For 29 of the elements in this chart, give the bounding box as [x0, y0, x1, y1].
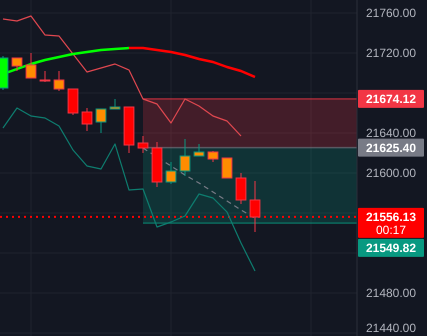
- candlestick: [208, 150, 218, 162]
- candlestick: [180, 138, 190, 176]
- line-series: [2, 15, 242, 137]
- candlestick: [82, 108, 92, 132]
- ref-line-label: 21556.13: [366, 210, 416, 224]
- line-series: [128, 46, 256, 78]
- ref-line-label: 21674.12: [366, 92, 416, 106]
- line-series: [2, 107, 256, 272]
- candlestick: [54, 70, 64, 92]
- candlestick: [26, 52, 36, 78]
- candlestick: [40, 70, 50, 82]
- ref-line-label: 21625.40: [366, 140, 416, 155]
- candlestick: [12, 58, 22, 72]
- ref-line-label: 21549.82: [366, 241, 416, 256]
- candlestick: [222, 158, 232, 178]
- y-tick-label: 21600.00: [366, 166, 416, 180]
- candlestick: [68, 88, 78, 116]
- candlestick: [236, 172, 246, 204]
- candlestick: [194, 144, 204, 156]
- y-tick-label: 21760.00: [366, 6, 416, 20]
- y-tick-label: 21720.00: [366, 46, 416, 60]
- candlestick: [138, 136, 148, 154]
- y-tick-label: 21440.00: [366, 321, 416, 336]
- text: 00:17: [376, 223, 406, 238]
- y-tick-label: 21640.00: [366, 126, 416, 140]
- candlestick: [166, 162, 176, 184]
- y-tick-label: 21480.00: [366, 286, 416, 300]
- candlestick: [110, 98, 120, 110]
- candlestick: [96, 108, 106, 134]
